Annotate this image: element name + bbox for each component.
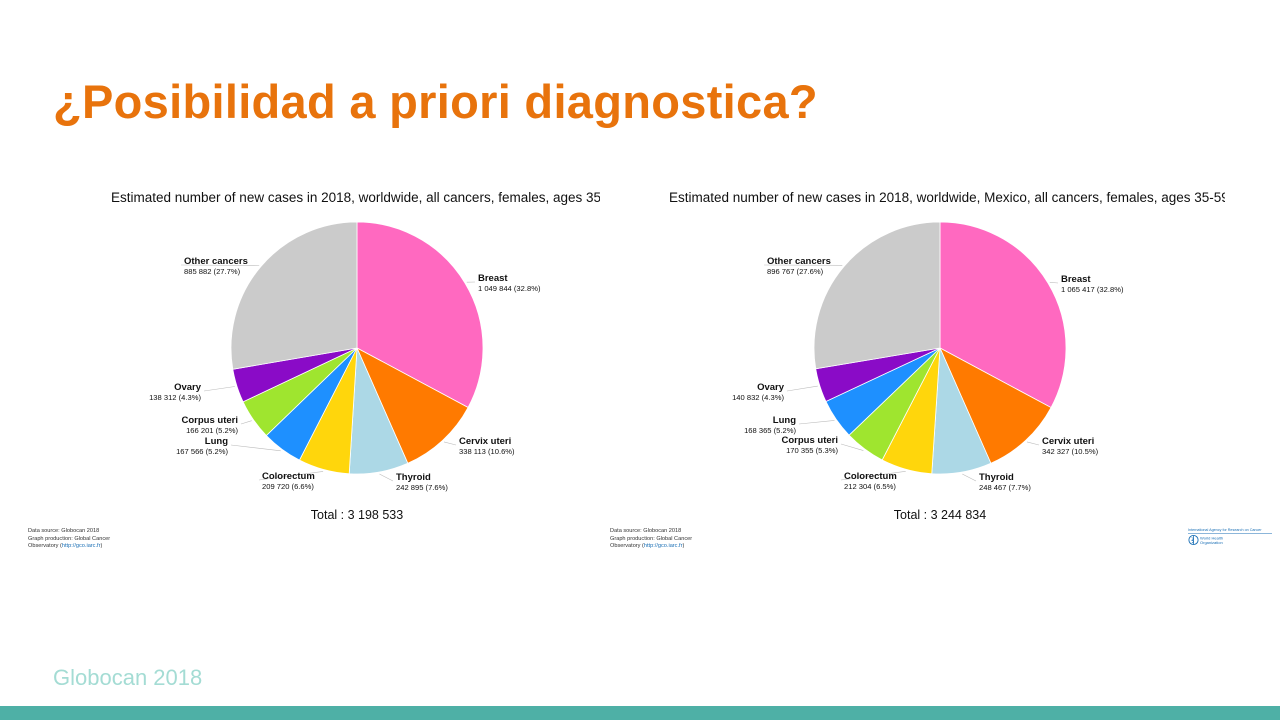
slice-value-thyroid: 242 895 (7.6%) <box>396 483 448 492</box>
slice-label-cervix-uteri: Cervix uteri <box>1042 436 1094 447</box>
slice-label-lung: Lung <box>773 415 796 426</box>
pie-slice-breast[interactable] <box>356 221 484 409</box>
credits-graph-production: Graph production: Global Cancer <box>28 535 111 542</box>
leader-line-ovary <box>786 385 818 392</box>
slice-value-lung: 167 566 (5.2%) <box>176 447 228 456</box>
slice-value-cervix-uteri: 342 327 (10.5%) <box>1042 447 1099 456</box>
footer-source-label: Globocan 2018 <box>53 665 203 690</box>
slice-label-breast: Breast <box>1061 274 1091 285</box>
credits-observatory: Observatory (http://gco.iarc.fr) <box>28 543 103 550</box>
leader-line-lung <box>798 420 835 425</box>
slice-label-lung: Lung <box>205 436 228 447</box>
credits-graph-production: Graph production: Global Cancer <box>610 535 693 542</box>
leader-line-lung <box>230 444 281 452</box>
slice-value-ovary: 140 832 (4.3%) <box>732 393 784 402</box>
credits-data-source: Data source: Globocan 2018 <box>610 528 682 534</box>
pie-slices <box>230 221 484 475</box>
slice-label-corpus-uteri: Corpus uteri <box>182 415 238 426</box>
leader-line-cervix-uteri <box>1026 441 1040 446</box>
pie-slice-cervix-uteri[interactable] <box>356 347 469 464</box>
slice-label-breast: Breast <box>478 273 508 284</box>
slice-label-colorectum: Colorectum <box>844 471 897 482</box>
pie-chart-mexico-svg: Estimated number of new cases in 2018, w… <box>669 190 1225 522</box>
leader-line-ovary <box>203 386 235 392</box>
pie-slice-other-cancers[interactable] <box>813 221 941 370</box>
slice-label-colorectum: Colorectum <box>262 471 315 482</box>
pie-chart-worldwide-svg: Estimated number of new cases in 2018, w… <box>111 190 600 522</box>
slice-label-ovary: Ovary <box>757 382 785 393</box>
slice-label-corpus-uteri: Corpus uteri <box>782 435 838 446</box>
slice-label-cervix-uteri: Cervix uteri <box>459 436 511 447</box>
iarc-name: International Agency for Research on Can… <box>1188 528 1262 532</box>
chart-title: Estimated number of new cases in 2018, w… <box>111 190 600 205</box>
leader-line-colorectum <box>840 471 906 481</box>
slice-label-ovary: Ovary <box>174 382 202 393</box>
leader-line-breast <box>1049 282 1059 284</box>
slice-value-ovary: 138 312 (4.3%) <box>149 393 201 402</box>
gco-link[interactable]: http://gco.iarc.fr <box>61 543 101 550</box>
pie-slice-cervix-uteri[interactable] <box>939 347 1052 464</box>
pie-slices <box>813 221 1067 475</box>
slice-value-corpus-uteri: 170 355 (5.3%) <box>786 446 838 455</box>
chart-credits-worldwide: Data source: Globocan 2018 Graph product… <box>28 528 110 551</box>
gco-link[interactable]: http://gco.iarc.fr <box>643 543 683 550</box>
who-emblem-icon <box>1188 534 1199 546</box>
slice-value-corpus-uteri: 166 201 (5.2%) <box>186 426 238 435</box>
pie-chart-mexico: Estimated number of new cases in 2018, w… <box>635 182 1225 554</box>
pie-slice-other-cancers[interactable] <box>230 221 358 370</box>
pie-slice-breast[interactable] <box>939 221 1067 409</box>
slice-value-lung: 168 365 (5.2%) <box>744 426 796 435</box>
bottom-accent-bar <box>0 706 1280 720</box>
slice-value-thyroid: 248 467 (7.7%) <box>979 483 1031 492</box>
slice-value-other-cancers: 896 767 (27.6%) <box>767 267 824 276</box>
slice-label-other-cancers: Other cancers <box>184 256 248 267</box>
chart-credits-mexico: Data source: Globocan 2018 Graph product… <box>610 528 692 551</box>
iarc-who-logo: International Agency for Research on Can… <box>1188 527 1272 547</box>
leader-line-cervix-uteri <box>443 441 457 446</box>
leader-line-thyroid <box>962 473 977 482</box>
leader-line-colorectum <box>258 471 324 481</box>
who-name-line2: Organization <box>1200 540 1223 545</box>
slide-title: ¿Posibilidad a priori diagnostica? <box>53 75 818 128</box>
slice-value-breast: 1 049 844 (32.8%) <box>478 284 541 293</box>
leader-line-other-cancers <box>180 264 260 266</box>
credits-observatory: Observatory (http://gco.iarc.fr) <box>610 543 685 550</box>
pie-chart-worldwide: Estimated number of new cases in 2018, w… <box>52 182 600 554</box>
leader-line-corpus-uteri <box>240 420 252 425</box>
slice-label-thyroid: Thyroid <box>396 472 431 483</box>
slice-label-other-cancers: Other cancers <box>767 256 831 267</box>
leader-line-thyroid <box>379 473 394 482</box>
slice-value-other-cancers: 885 882 (27.7%) <box>184 267 241 276</box>
chart-title: Estimated number of new cases in 2018, w… <box>669 190 1225 205</box>
slice-value-colorectum: 209 720 (6.6%) <box>262 482 314 491</box>
slice-value-breast: 1 065 417 (32.8%) <box>1061 285 1124 294</box>
slice-value-colorectum: 212 304 (6.5%) <box>844 482 896 491</box>
leader-line-corpus-uteri <box>840 443 864 451</box>
slice-label-thyroid: Thyroid <box>979 472 1014 483</box>
slice-value-cervix-uteri: 338 113 (10.6%) <box>459 447 515 456</box>
chart-total: Total : 3 244 834 <box>894 508 986 522</box>
chart-total: Total : 3 198 533 <box>311 508 403 522</box>
credits-data-source: Data source: Globocan 2018 <box>28 528 100 534</box>
who-name-line1: World Health <box>1200 536 1223 541</box>
